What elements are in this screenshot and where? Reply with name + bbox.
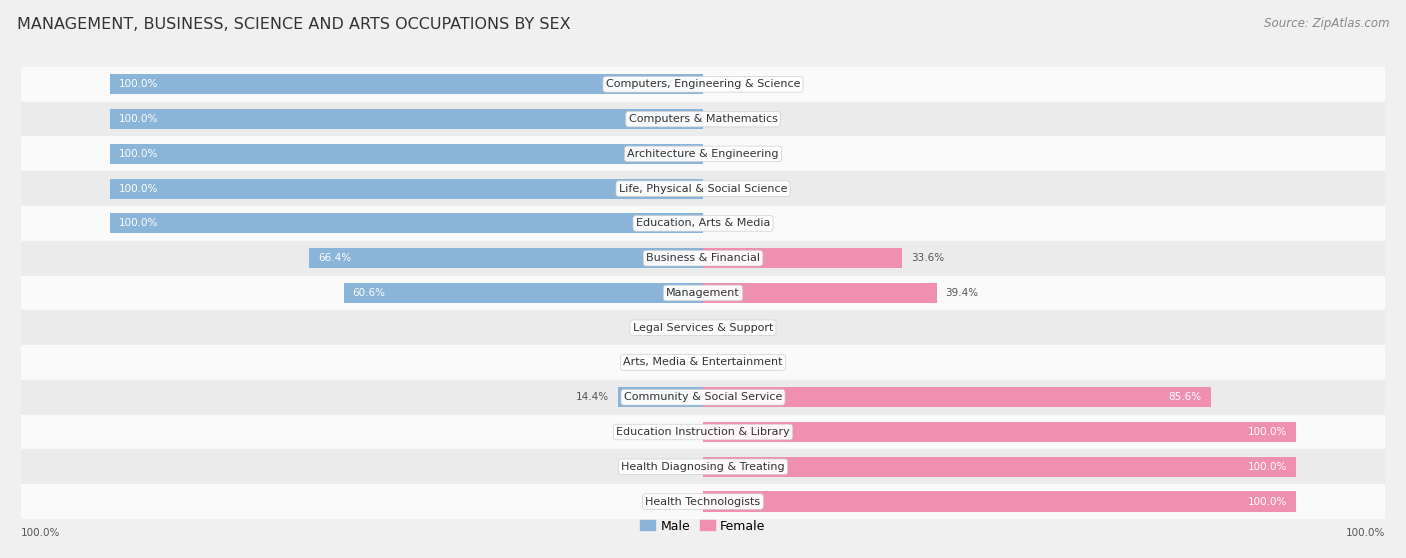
Text: 100.0%: 100.0%	[120, 79, 159, 89]
Text: Arts, Media & Entertainment: Arts, Media & Entertainment	[623, 358, 783, 368]
Text: 100.0%: 100.0%	[1247, 497, 1286, 507]
Text: 100.0%: 100.0%	[21, 528, 60, 537]
Text: 100.0%: 100.0%	[120, 114, 159, 124]
Text: 33.6%: 33.6%	[911, 253, 945, 263]
Text: 14.4%: 14.4%	[575, 392, 609, 402]
Bar	[703, 492, 1296, 512]
Bar	[110, 144, 703, 164]
Text: Computers & Mathematics: Computers & Mathematics	[628, 114, 778, 124]
Bar	[343, 283, 703, 303]
Text: 85.6%: 85.6%	[1168, 392, 1202, 402]
Text: Management: Management	[666, 288, 740, 298]
Text: Source: ZipAtlas.com: Source: ZipAtlas.com	[1264, 17, 1389, 30]
Text: 0.0%: 0.0%	[714, 79, 741, 89]
Text: MANAGEMENT, BUSINESS, SCIENCE AND ARTS OCCUPATIONS BY SEX: MANAGEMENT, BUSINESS, SCIENCE AND ARTS O…	[17, 17, 571, 32]
Text: Computers, Engineering & Science: Computers, Engineering & Science	[606, 79, 800, 89]
Bar	[21, 102, 1385, 137]
Bar	[21, 484, 1385, 519]
Bar	[21, 345, 1385, 380]
Bar	[110, 213, 703, 233]
Bar	[617, 387, 703, 407]
Text: 0.0%: 0.0%	[665, 427, 692, 437]
Legend: Male, Female: Male, Female	[636, 514, 770, 537]
Bar	[309, 248, 703, 268]
Bar	[21, 380, 1385, 415]
Bar	[21, 206, 1385, 241]
Bar	[703, 456, 1296, 477]
Text: 100.0%: 100.0%	[120, 218, 159, 228]
Text: 0.0%: 0.0%	[665, 497, 692, 507]
Text: 0.0%: 0.0%	[665, 462, 692, 472]
Bar	[703, 248, 903, 268]
Text: 0.0%: 0.0%	[714, 149, 741, 159]
Text: Legal Services & Support: Legal Services & Support	[633, 323, 773, 333]
Bar	[110, 179, 703, 199]
Text: Life, Physical & Social Science: Life, Physical & Social Science	[619, 184, 787, 194]
Text: 60.6%: 60.6%	[353, 288, 385, 298]
Text: Architecture & Engineering: Architecture & Engineering	[627, 149, 779, 159]
Text: 0.0%: 0.0%	[714, 358, 741, 368]
Bar	[21, 171, 1385, 206]
Bar	[110, 74, 703, 94]
Text: 100.0%: 100.0%	[1247, 462, 1286, 472]
Text: 100.0%: 100.0%	[1247, 427, 1286, 437]
Text: 0.0%: 0.0%	[714, 114, 741, 124]
Bar	[21, 241, 1385, 276]
Text: 66.4%: 66.4%	[318, 253, 352, 263]
Bar	[703, 283, 936, 303]
Text: Education, Arts & Media: Education, Arts & Media	[636, 218, 770, 228]
Text: 100.0%: 100.0%	[1346, 528, 1385, 537]
Bar	[21, 137, 1385, 171]
Bar	[21, 449, 1385, 484]
Text: Health Technologists: Health Technologists	[645, 497, 761, 507]
Text: 0.0%: 0.0%	[714, 323, 741, 333]
Bar	[21, 276, 1385, 310]
Text: 0.0%: 0.0%	[714, 184, 741, 194]
Bar	[703, 422, 1296, 442]
Text: Community & Social Service: Community & Social Service	[624, 392, 782, 402]
Bar	[21, 67, 1385, 102]
Text: 0.0%: 0.0%	[665, 323, 692, 333]
Text: 39.4%: 39.4%	[945, 288, 979, 298]
Text: Health Diagnosing & Treating: Health Diagnosing & Treating	[621, 462, 785, 472]
Bar	[21, 415, 1385, 449]
Text: 0.0%: 0.0%	[665, 358, 692, 368]
Text: 0.0%: 0.0%	[714, 218, 741, 228]
Text: 100.0%: 100.0%	[120, 184, 159, 194]
Text: Education Instruction & Library: Education Instruction & Library	[616, 427, 790, 437]
Text: Business & Financial: Business & Financial	[645, 253, 761, 263]
Bar	[21, 310, 1385, 345]
Text: 100.0%: 100.0%	[120, 149, 159, 159]
Bar	[110, 109, 703, 129]
Bar	[703, 387, 1211, 407]
